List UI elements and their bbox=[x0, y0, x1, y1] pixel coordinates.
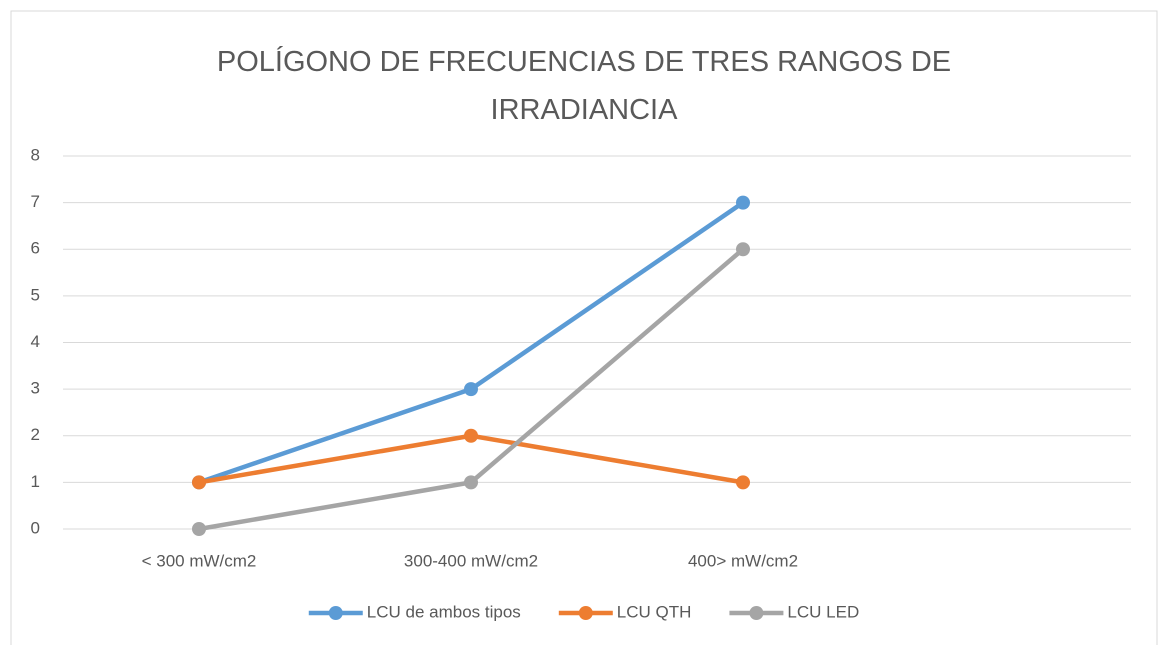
legend-label: LCU de ambos tipos bbox=[367, 602, 521, 621]
y-tick-label: 4 bbox=[31, 332, 40, 351]
chart-frame bbox=[10, 10, 1158, 645]
data-point bbox=[736, 195, 750, 210]
y-tick-label: 3 bbox=[31, 379, 40, 398]
legend-label: LCU LED bbox=[787, 602, 859, 621]
chart-title: POLÍGONO DE FRECUENCIAS DE TRES RANGOS D… bbox=[216, 46, 952, 126]
legend-marker bbox=[749, 606, 764, 620]
y-tick-label: 2 bbox=[31, 425, 40, 444]
data-point bbox=[464, 475, 478, 490]
legend-item: LCU LED bbox=[729, 602, 859, 621]
legend-label: LCU QTH bbox=[617, 602, 692, 621]
data-point bbox=[192, 522, 206, 536]
data-point bbox=[464, 428, 478, 443]
x-tick-label: 300-400 mW/cm2 bbox=[404, 551, 538, 570]
y-tick-label: 1 bbox=[31, 472, 40, 491]
data-point bbox=[464, 382, 478, 397]
y-tick-label: 0 bbox=[31, 518, 40, 537]
y-tick-label: 5 bbox=[31, 285, 40, 304]
y-tick-label: 8 bbox=[31, 145, 40, 164]
data-point bbox=[736, 475, 750, 490]
legend-marker bbox=[328, 606, 343, 620]
legend-item: LCU QTH bbox=[558, 602, 692, 621]
x-tick-label: < 300 mW/cm2 bbox=[142, 551, 257, 570]
legend-marker bbox=[578, 606, 593, 620]
x-tick-label: 400> mW/cm2 bbox=[688, 551, 798, 570]
data-point bbox=[192, 475, 206, 490]
y-tick-label: 7 bbox=[31, 192, 40, 211]
legend-item: LCU de ambos tipos bbox=[308, 602, 521, 621]
y-tick-label: 6 bbox=[31, 239, 40, 258]
data-point bbox=[736, 242, 750, 257]
